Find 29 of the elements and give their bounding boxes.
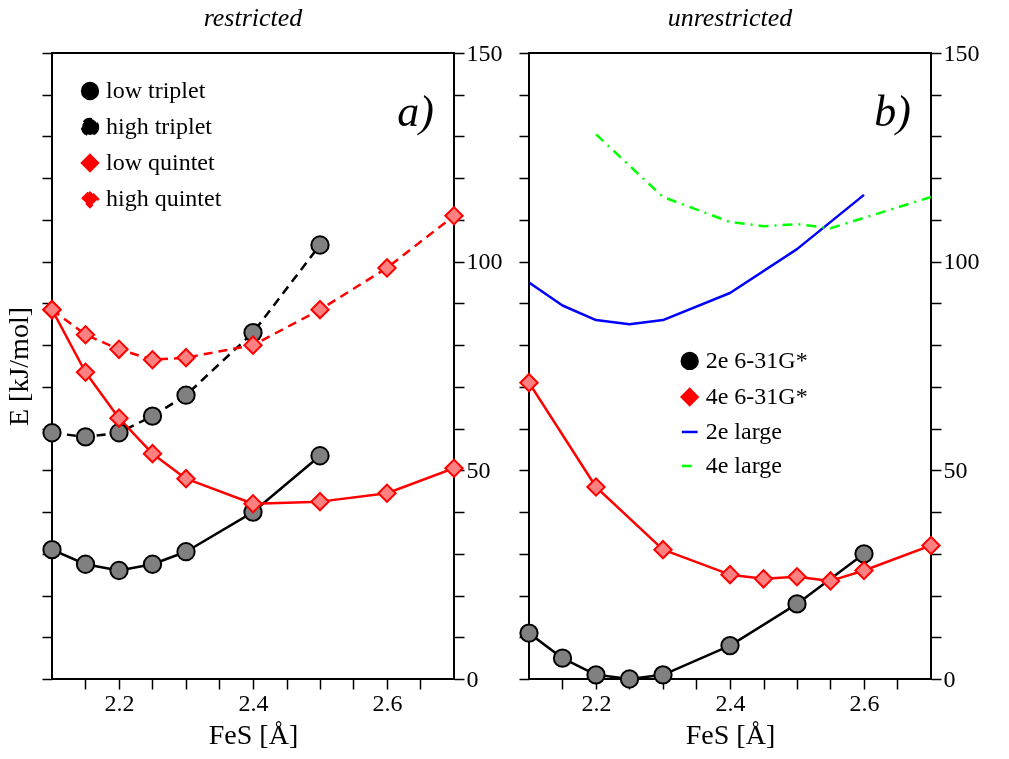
legend-label: 2e 6-31G* <box>705 346 808 373</box>
y-axis-title: E [kJ/mol] <box>2 307 34 426</box>
annotation: a) <box>397 87 434 136</box>
y-tick-label: 100 <box>943 248 980 275</box>
y-tick-label: 100 <box>466 248 503 275</box>
x-axis-title: FeS [Å] <box>685 718 776 750</box>
x-tick-label: 2.2 <box>104 689 135 716</box>
legend-label: high triplet <box>106 113 213 139</box>
x-tick-label: 2.2 <box>581 689 612 716</box>
x-tick-label: 2.4 <box>238 689 269 716</box>
legend-label: 2e large <box>705 417 782 444</box>
legend-label: high quintet <box>106 185 222 211</box>
y-tick-label: 0 <box>466 665 479 692</box>
chart-title: restricted <box>203 3 304 32</box>
legend-label: 4e 6-31G* <box>705 382 808 409</box>
chart-title: unrestricted <box>667 3 794 32</box>
legend-label: low quintet <box>106 149 215 175</box>
y-tick-label: 0 <box>943 665 956 692</box>
y-tick-label: 150 <box>943 39 980 66</box>
y-tick-label: 50 <box>466 456 491 483</box>
legend-label: 4e large <box>705 451 782 478</box>
y-tick-label: 150 <box>466 39 503 66</box>
annotation: b) <box>874 87 911 136</box>
x-tick-label: 2.6 <box>372 689 403 716</box>
x-tick-label: 2.4 <box>715 689 746 716</box>
legend-label: low triplet <box>106 77 206 103</box>
x-tick-label: 2.6 <box>849 689 880 716</box>
y-tick-label: 50 <box>943 456 968 483</box>
x-axis-title: FeS [Å] <box>208 718 299 750</box>
